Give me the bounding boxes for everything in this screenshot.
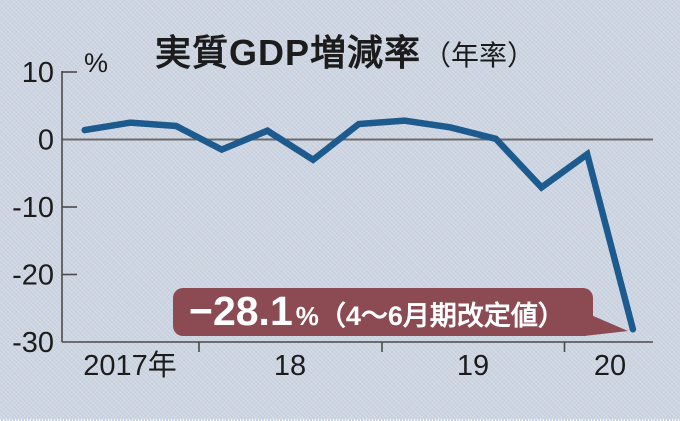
x-label-18: 18 — [274, 350, 306, 382]
y-axis-unit: % — [84, 48, 108, 78]
gdp-growth-line — [81, 117, 637, 333]
annotation-value: −28.1 — [189, 288, 293, 334]
y-label-neg10: -10 — [12, 192, 54, 224]
bottom-edge-decoration — [0, 419, 680, 421]
annotation-unit: % — [295, 301, 319, 331]
y-label-10: 10 — [22, 57, 54, 89]
chart-title-main: 実質GDP増減率 — [155, 32, 422, 73]
y-label-neg20: -20 — [12, 260, 54, 292]
annotation-note: （4～6月期改定値） — [318, 301, 565, 331]
x-label-20: 20 — [594, 350, 626, 382]
chart-title-sub: （年率） — [423, 40, 536, 71]
x-label-2017: 2017年 — [83, 349, 177, 382]
chart-title: 実質GDP増減率 （年率） — [155, 24, 535, 76]
callout-pointer — [584, 312, 628, 336]
y-label-neg30: -30 — [12, 327, 54, 359]
x-label-19: 19 — [457, 350, 489, 382]
annotation-callout: −28.1 % （4～6月期改定値） — [173, 288, 593, 336]
y-label-0: 0 — [38, 125, 54, 157]
